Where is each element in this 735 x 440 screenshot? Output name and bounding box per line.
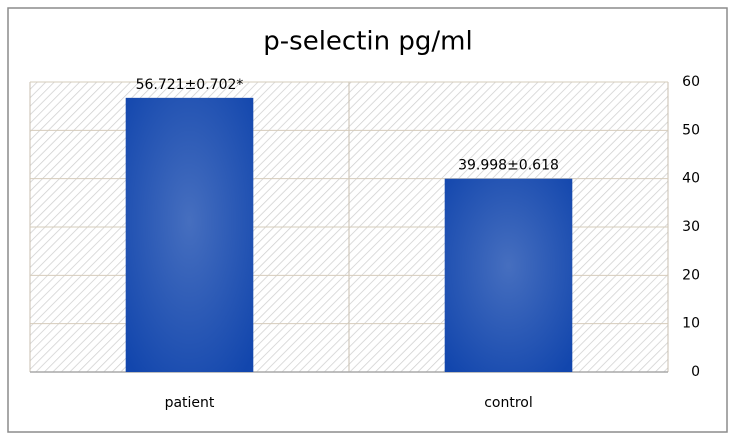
x-tick-label: control — [484, 395, 533, 411]
chart-title: p-selectin pg/ml — [263, 27, 472, 57]
y-tick-label: 30 — [682, 219, 700, 235]
value-label: 39.998±0.618 — [458, 158, 559, 174]
y-tick-label: 50 — [682, 122, 700, 138]
bar-highlight — [444, 178, 573, 372]
y-tick-label: 10 — [682, 316, 700, 332]
value-label: 56.721±0.702* — [136, 77, 244, 93]
y-tick-label: 40 — [682, 171, 700, 187]
y-tick-label: 20 — [682, 267, 700, 283]
x-tick-label: patient — [165, 395, 215, 411]
y-tick-label: 0 — [691, 364, 700, 380]
bar-highlight — [125, 97, 254, 372]
y-tick-label: 60 — [682, 74, 700, 90]
